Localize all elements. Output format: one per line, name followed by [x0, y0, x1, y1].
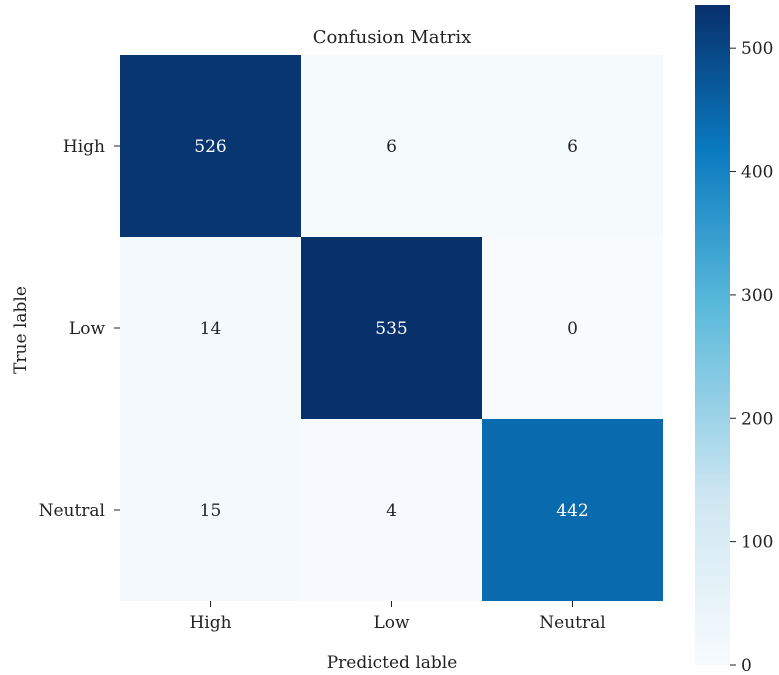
colorbar-tick-label: 0 — [741, 656, 752, 675]
x-axis-label: Predicted lable — [327, 653, 458, 673]
heatmap-cell — [301, 237, 482, 419]
cell-value-label: 442 — [556, 501, 588, 521]
y-tick-label: Low — [69, 319, 106, 339]
y-tick-label: Neutral — [39, 501, 105, 521]
heatmap-cell — [301, 419, 482, 601]
colorbar-tick-label: 100 — [741, 533, 773, 553]
heatmap-cell — [120, 55, 301, 237]
heatmap-cell — [120, 237, 301, 419]
heatmap-cell-labels: 526 6 6 14 535 0 15 4 442 — [194, 137, 588, 521]
colorbar — [695, 5, 730, 665]
colorbar-tick-label: 500 — [741, 39, 773, 59]
heatmap-cell — [120, 419, 301, 601]
x-tick-label: Low — [373, 613, 410, 633]
cell-value-label: 6 — [386, 137, 397, 157]
cell-value-label: 14 — [200, 319, 222, 339]
cell-value-label: 6 — [567, 137, 578, 157]
colorbar-tick-label: 400 — [741, 163, 773, 183]
colorbar-tick-label: 200 — [741, 409, 773, 429]
heatmap-cell — [482, 419, 663, 601]
cell-value-label: 15 — [200, 501, 222, 521]
cell-value-label: 535 — [375, 319, 407, 339]
cell-value-label: 4 — [386, 501, 397, 521]
colorbar-tick-label: 300 — [741, 286, 773, 306]
y-axis-label: True lable — [11, 286, 31, 374]
x-tick-label: High — [189, 613, 231, 633]
heatmap-cell — [482, 237, 663, 419]
heatmap-cell — [482, 55, 663, 237]
y-axis-ticks: High Low Neutral — [39, 137, 120, 521]
x-axis-ticks: High Low Neutral — [189, 601, 606, 633]
cell-value-label: 526 — [194, 137, 226, 157]
heatmap-cells — [120, 55, 663, 601]
cell-value-label: 0 — [567, 319, 578, 339]
chart-title: Confusion Matrix — [313, 27, 472, 48]
y-tick-label: High — [63, 137, 105, 157]
heatmap-cell — [301, 55, 482, 237]
x-tick-label: Neutral — [539, 613, 605, 633]
colorbar-ticks: 0 100 200 300 400 500 — [730, 39, 773, 675]
